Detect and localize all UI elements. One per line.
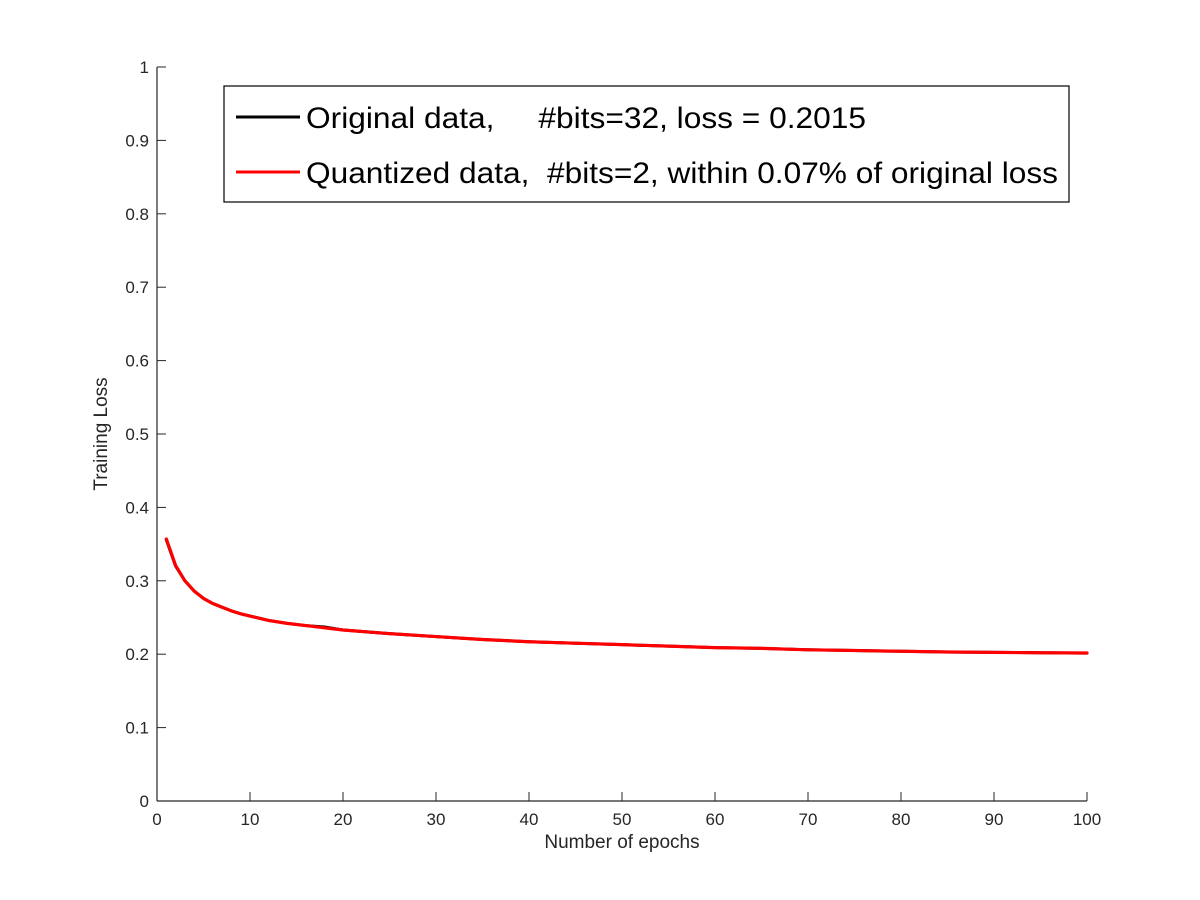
legend-box: [223, 85, 1070, 203]
x-tick-label: 20: [334, 810, 353, 829]
x-tick-label: 50: [613, 810, 632, 829]
y-tick-label: 0.1: [125, 719, 149, 738]
y-axis-title: Training Loss: [91, 377, 112, 490]
y-tick-label: 0.7: [125, 278, 149, 297]
x-tick-label: 10: [241, 810, 260, 829]
x-tick-label: 100: [1073, 810, 1101, 829]
y-tick-label: 0: [140, 792, 149, 811]
y-ticks-group: 0 0.1 0.2 0.3 0.4 0.5 0.6 0.7 0.8 0.9 1: [125, 58, 166, 811]
series-group: [164, 537, 1089, 655]
y-tick-label: 0.3: [125, 572, 149, 591]
y-tick-label: 0.9: [125, 131, 149, 150]
y-tick-label: 0.2: [125, 645, 149, 664]
x-tick-label: 0: [152, 810, 161, 829]
x-tick-label: 80: [892, 810, 911, 829]
x-tick-label: 60: [706, 810, 725, 829]
x-tick-label: 40: [520, 810, 539, 829]
y-tick-label: 1: [140, 58, 149, 77]
x-axis-title: Number of epochs: [544, 832, 699, 853]
legend-label-2: Quantized data, #bits=2, within 0.07% of…: [306, 157, 1058, 190]
x-tick-label: 30: [427, 810, 446, 829]
legend-label-1: Original data, #bits=32, loss = 0.2015: [306, 102, 866, 135]
y-tick-label: 0.8: [125, 205, 149, 224]
y-tick-label: 0.4: [125, 498, 149, 517]
x-ticks-group: 0 10 20 30 40 50 60 70 80 90 100: [152, 792, 1101, 829]
y-tick-label: 0.5: [125, 425, 149, 444]
legend: Original data, #bits=32, loss = 0.2015 Qu…: [223, 85, 1070, 203]
series-line-2: [164, 537, 1089, 655]
x-tick-label: 70: [799, 810, 818, 829]
y-tick-label: 0.6: [125, 352, 149, 371]
x-tick-label: 90: [985, 810, 1004, 829]
